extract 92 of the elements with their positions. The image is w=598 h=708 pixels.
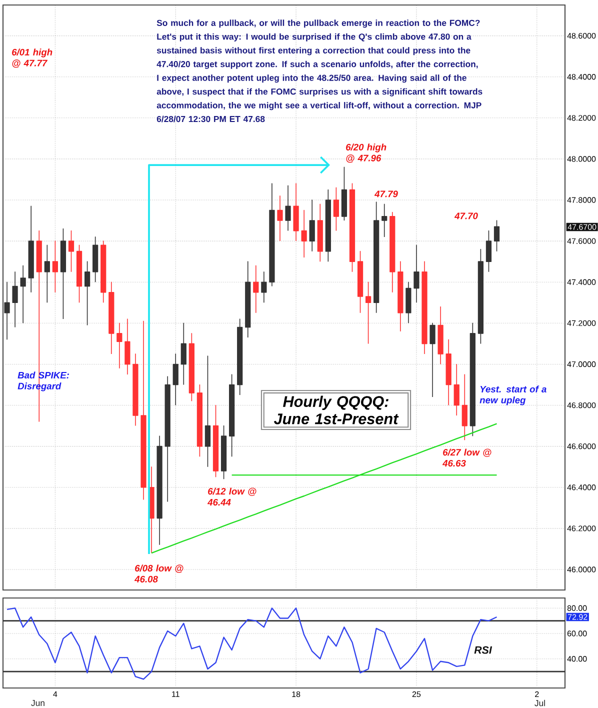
x-tick-label: 25 — [412, 691, 421, 698]
candlestick — [124, 318, 130, 375]
y-tick-label: 47.6000 — [567, 238, 596, 244]
candlestick — [301, 210, 307, 258]
candlestick — [382, 204, 388, 238]
y-tick-label: 46.6000 — [567, 443, 596, 450]
candlestick — [261, 271, 267, 304]
y-tick-label: 47.2000 — [567, 320, 596, 326]
y-tick-label: 46.0000 — [567, 566, 596, 572]
candlestick — [374, 202, 380, 314]
y-tick-label: 48.0000 — [567, 156, 596, 162]
candlestick — [422, 261, 428, 354]
candlestick — [333, 187, 339, 232]
y-tick-label: 80.00 — [567, 605, 587, 611]
candlestick — [462, 374, 468, 441]
text: Jun — [31, 700, 44, 706]
candlestick — [478, 248, 484, 344]
candlestick — [325, 189, 331, 262]
candlestick — [12, 271, 18, 328]
y-tick-label: 46.2000 — [567, 526, 596, 532]
candlestick — [285, 185, 291, 232]
x-tick-label: 18 — [292, 691, 300, 698]
candlestick — [229, 374, 235, 457]
candlestick — [293, 183, 299, 242]
y-tick-label: 46.8000 — [567, 402, 596, 408]
candlestick — [438, 306, 444, 365]
candlestick — [430, 322, 436, 398]
candlestick — [220, 425, 227, 480]
candlestick — [269, 183, 275, 287]
x-tick-label: 11 — [172, 691, 180, 697]
candlestick — [164, 376, 170, 502]
annotation: 47.79 — [374, 190, 398, 198]
candlestick — [140, 320, 146, 500]
annotation: 47.70 — [454, 212, 478, 220]
annotation: 6/08 low @ 46.08 — [134, 564, 184, 582]
candlestick — [108, 282, 114, 354]
candlestick — [406, 282, 412, 324]
candlestick — [132, 354, 138, 426]
candlestick — [100, 240, 106, 304]
candlestick — [180, 322, 186, 386]
candlestick — [92, 236, 98, 283]
annotation: Yest. start of a new upleg — [480, 386, 546, 406]
candlestick — [60, 228, 66, 320]
annotation: 6/12 low @ 46.44 — [207, 488, 256, 506]
candlestick — [454, 364, 460, 416]
candlestick — [357, 250, 364, 314]
candlestick — [309, 200, 315, 252]
candlestick — [196, 384, 203, 457]
text: 47.6700 — [568, 224, 596, 230]
candlestick — [116, 322, 122, 369]
y-tick-label: 47.8000 — [567, 197, 596, 203]
y-tick-label: 47.0000 — [567, 361, 596, 368]
candlestick — [20, 265, 26, 324]
candlestick — [245, 261, 251, 338]
candlestick — [486, 230, 492, 272]
candlestick — [156, 436, 162, 546]
y-tick-label: 48.2000 — [567, 115, 596, 121]
y-tick-label: 60.00 — [567, 630, 587, 636]
y-tick-label: 46.4000 — [567, 484, 596, 490]
candlestick — [188, 333, 194, 402]
candlestick — [390, 212, 396, 293]
candlestick — [212, 404, 219, 478]
candlestick — [341, 166, 348, 221]
candlestick — [237, 318, 243, 396]
candlestick — [172, 354, 178, 406]
annotation: RSI — [474, 646, 492, 654]
candlestick — [253, 265, 259, 314]
annotation: 6/20 high @ 47.96 — [346, 144, 386, 163]
candlestick — [470, 322, 476, 436]
candlestick — [76, 244, 82, 304]
annotation: 6/27 low @ 46.63 — [442, 448, 492, 467]
candlestick — [414, 244, 420, 304]
candlestick — [277, 196, 283, 242]
candlestick — [317, 204, 323, 262]
candlestick — [446, 339, 452, 406]
x-tick-label: 4 — [53, 691, 58, 697]
y-tick-label: 48.4000 — [567, 74, 596, 80]
text: Hourly QQQQ: June 1st-Present — [274, 396, 399, 424]
y-tick-label: 47.4000 — [567, 279, 596, 285]
text: 72.92 — [568, 614, 588, 620]
annotation: So much for a pullback, or will the pullback emerge in reaction to the FOMC? Let's put it this way: I would be surprised if the Q's climb above 47.80 on a sustained basis without first entering a correction that could press into the 47.40/20 target support zone. If such a scenario unfolds, after the correction, I expect another potent upleg into the 48.25/50 area. Having said all of the above, I suspect that if the FOMC surprises us with a significant shift towards accommodation, the we might see a vertical lift-off, without a correction. MJP 6/28/07 12:30 PM ET 47.68 — [156, 20, 482, 122]
candlestick — [28, 206, 34, 293]
annotation: 6/01 high @ 47.77 — [12, 48, 52, 68]
candlestick — [494, 220, 500, 252]
candlestick — [4, 282, 10, 340]
candlestick — [349, 183, 356, 272]
x-tick-label: 2 — [535, 691, 539, 697]
line-series — [6, 608, 498, 680]
y-tick-label: 40.00 — [567, 656, 587, 662]
text: Jul — [534, 700, 545, 706]
y-tick-label: 48.6000 — [567, 32, 596, 39]
candlestick — [398, 261, 404, 332]
